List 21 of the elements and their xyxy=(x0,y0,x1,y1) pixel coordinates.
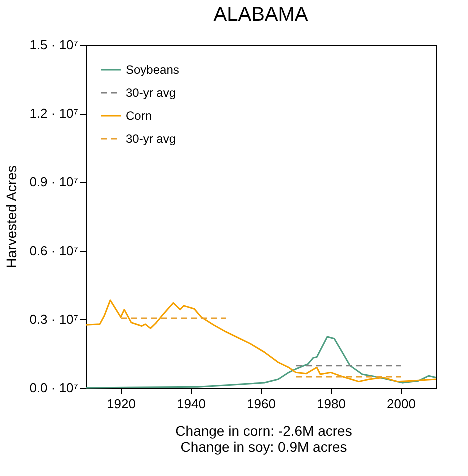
legend-label: Soybeans xyxy=(126,63,180,77)
chart-title: ALABAMA xyxy=(214,4,309,26)
y-axis-title: Harvested Acres xyxy=(4,166,20,268)
text: Change in soy: 0.9M acres xyxy=(180,439,348,455)
y-tick-label: 1.5 · 10⁷ xyxy=(30,38,79,52)
legend-label: 30-yr avg xyxy=(126,132,176,146)
y-tick-label: 0.0 · 10⁷ xyxy=(30,380,79,396)
line-series xyxy=(85,336,437,389)
x-tick-label: 1960 xyxy=(247,396,276,412)
line-series xyxy=(85,300,437,383)
y-tick-label: 1.2 · 10⁷ xyxy=(30,106,79,122)
x-tick-label: 1940 xyxy=(177,396,206,412)
text: Change in corn: -2.6M acres xyxy=(174,423,354,439)
x-tick-label: 1980 xyxy=(317,396,346,412)
y-tick-label: 0.3 · 10⁷ xyxy=(30,312,79,327)
y-tick-label: 0.6 · 10⁷ xyxy=(30,243,79,258)
x-tick-label: 2000 xyxy=(387,396,416,412)
legend-label: 30-yr avg xyxy=(126,86,176,100)
legend-label: Corn xyxy=(126,109,152,123)
y-tick-label: 0.9 · 10⁷ xyxy=(30,174,79,190)
x-tick-label: 1920 xyxy=(107,396,136,412)
